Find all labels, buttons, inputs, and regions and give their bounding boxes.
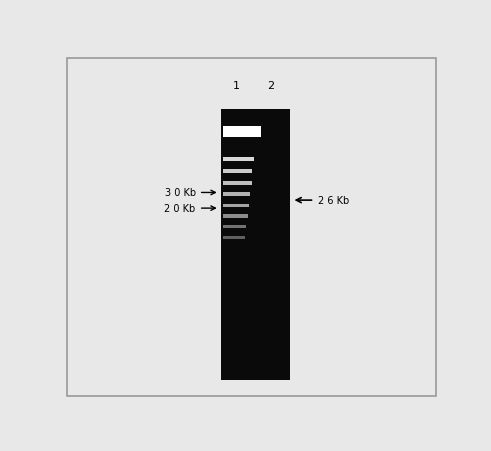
Bar — [223, 157, 254, 162]
Bar — [223, 170, 252, 174]
Text: 2 6 Kb: 2 6 Kb — [318, 196, 350, 206]
Bar — [223, 193, 250, 197]
Bar — [223, 226, 246, 229]
Text: 3 0 Kb: 3 0 Kb — [164, 188, 196, 198]
Bar — [223, 182, 252, 185]
Bar — [223, 215, 248, 218]
Text: 2: 2 — [267, 81, 274, 91]
Bar — [223, 127, 261, 138]
Text: 2 0 Kb: 2 0 Kb — [164, 204, 196, 214]
Bar — [223, 204, 249, 207]
Bar — [223, 236, 245, 240]
Bar — [221, 110, 290, 381]
Text: 1: 1 — [233, 81, 240, 91]
